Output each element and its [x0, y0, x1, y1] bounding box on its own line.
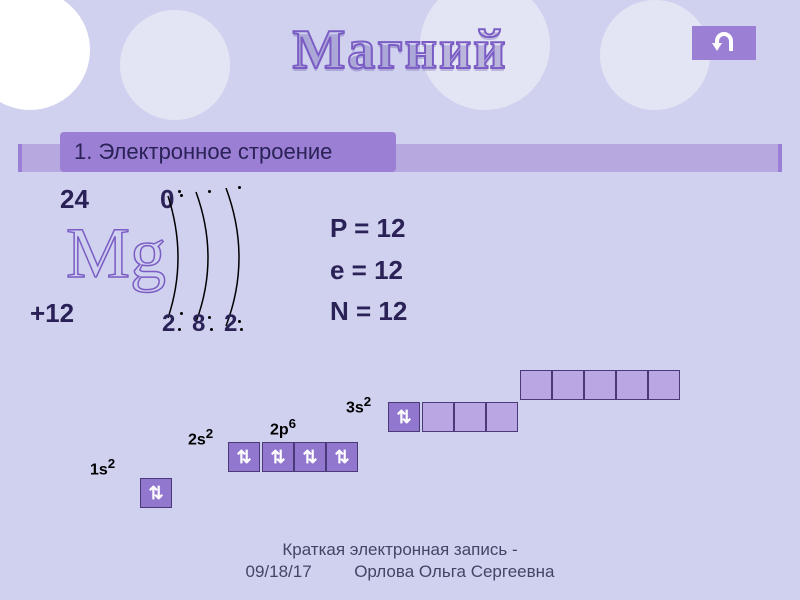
- shell-3: 2: [224, 310, 237, 338]
- orbital-box: [520, 370, 552, 400]
- orbital-box: ⇅: [326, 442, 358, 472]
- orbital-row: ⇅⇅⇅: [262, 442, 358, 472]
- back-button[interactable]: [692, 26, 756, 60]
- orbital-row: ⇅: [228, 442, 260, 472]
- orbital-label-s3: 3s2: [346, 394, 371, 417]
- particle-counts: P = 12 e = 12 N = 12: [330, 208, 407, 333]
- orbital-box: [584, 370, 616, 400]
- orbital-box: ⇅: [294, 442, 326, 472]
- proton-count: P = 12: [330, 208, 407, 250]
- u-turn-icon: [709, 31, 739, 55]
- footer-author: Орлова Ольга Сергеевна: [354, 562, 554, 581]
- orbital-row: [422, 402, 518, 432]
- shell-1: 2: [162, 310, 175, 338]
- orbital-label-p2: 2p6: [270, 416, 296, 439]
- nucleus-charge: +12: [30, 298, 74, 329]
- mass-number: 24: [60, 184, 89, 215]
- orbital-row: ⇅: [388, 402, 420, 432]
- orbital-row: ⇅: [140, 478, 172, 508]
- orbital-box: ⇅: [388, 402, 420, 432]
- orbital-box: ⇅: [262, 442, 294, 472]
- orbital-box: [454, 402, 486, 432]
- footer-meta: 09/18/17 Орлова Ольга Сергеевна: [0, 562, 800, 582]
- orbital-box: [616, 370, 648, 400]
- footer-caption: Краткая электронная запись -: [0, 540, 800, 560]
- electron-count: e = 12: [330, 250, 407, 292]
- orbital-box: [422, 402, 454, 432]
- footer-date: 09/18/17: [246, 562, 312, 581]
- page-title: Магний: [0, 18, 800, 82]
- orbital-label-s1: 1s2: [90, 456, 115, 479]
- orbital-box: ⇅: [228, 442, 260, 472]
- shell-2: 8: [192, 310, 205, 338]
- orbital-diagram: 1s2⇅2s2⇅2p6⇅⇅⇅3s2⇅: [90, 340, 710, 510]
- orbital-box: [552, 370, 584, 400]
- neutron-count: N = 12: [330, 291, 407, 333]
- orbital-box: ⇅: [140, 478, 172, 508]
- orbital-box: [648, 370, 680, 400]
- orbital-box: [486, 402, 518, 432]
- orbital-label-s2: 2s2: [188, 426, 213, 449]
- orbital-row: [520, 370, 680, 400]
- section-label: 1. Электронное строение: [60, 132, 396, 172]
- electron-shells: 2 8 2: [148, 188, 268, 328]
